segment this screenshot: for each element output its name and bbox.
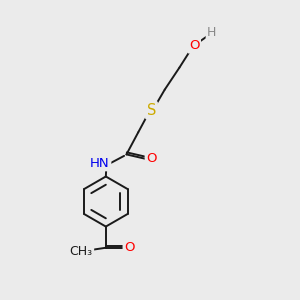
Text: H: H xyxy=(207,26,217,39)
Text: CH₃: CH₃ xyxy=(70,245,93,258)
Text: HN: HN xyxy=(90,157,110,170)
Text: O: O xyxy=(124,241,135,254)
Text: O: O xyxy=(146,152,157,165)
Text: S: S xyxy=(147,103,156,118)
Text: O: O xyxy=(189,39,200,52)
